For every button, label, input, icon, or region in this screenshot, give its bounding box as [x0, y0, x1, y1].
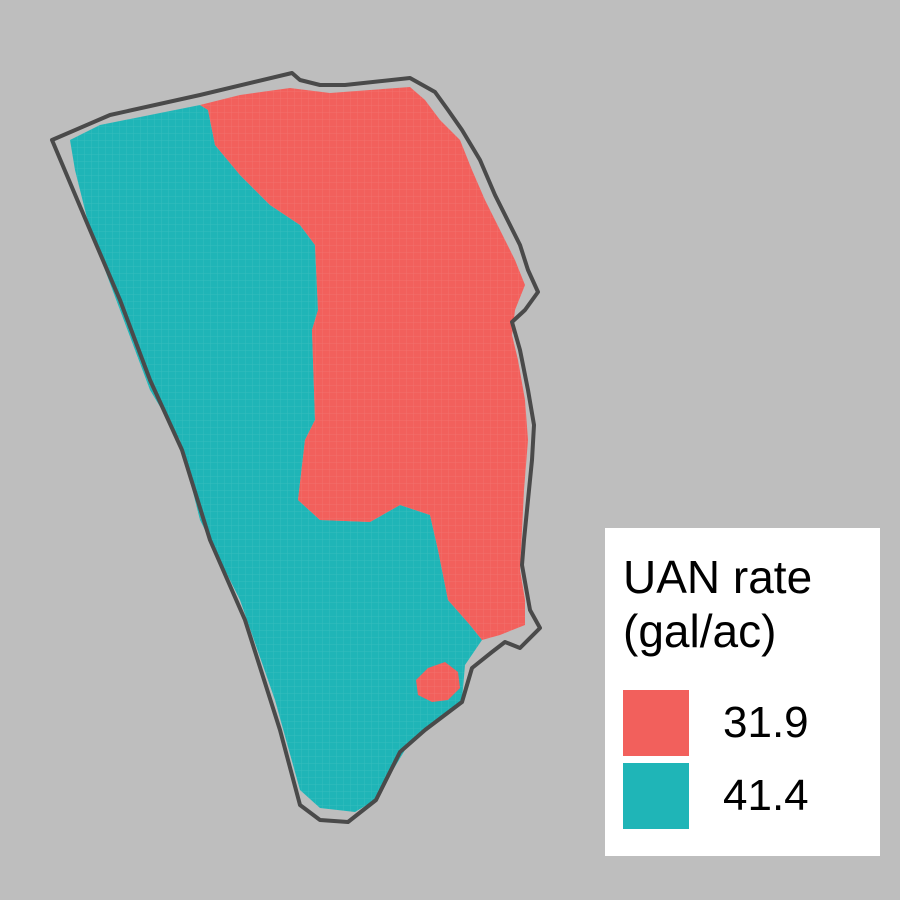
- legend-swatch-31-9: [623, 690, 689, 756]
- legend-item-31-9: 31.9: [623, 688, 880, 758]
- field-boundary: [50, 71, 542, 824]
- legend-label-31-9: 31.9: [723, 698, 809, 747]
- legend-item-41-4: 41.4: [623, 761, 880, 831]
- legend-label-41-4: 41.4: [723, 771, 809, 820]
- legend-title-line1: UAN rate: [623, 551, 813, 603]
- legend-swatch-41-4: [623, 763, 689, 829]
- legend-items: 31.9 41.4: [623, 688, 880, 831]
- legend-title-line2: (gal/ac): [623, 605, 777, 657]
- legend: UAN rate (gal/ac) 31.9 41.4: [605, 528, 880, 856]
- grid-overlay: [70, 87, 528, 812]
- legend-title: UAN rate (gal/ac): [623, 550, 880, 658]
